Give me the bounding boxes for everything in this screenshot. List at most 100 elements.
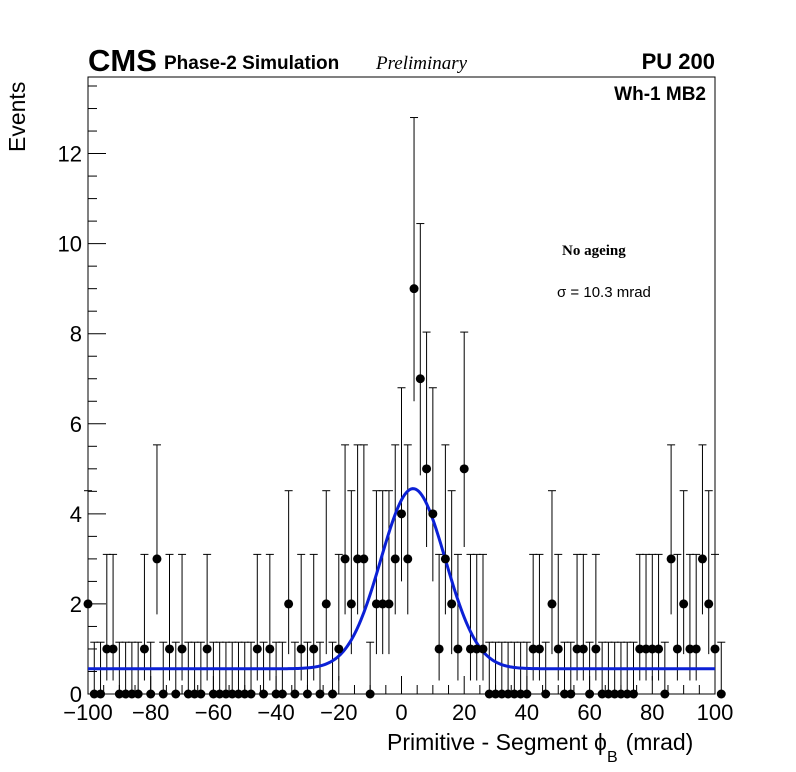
x-axis-label-unit: (mrad) [626,729,694,755]
data-point [610,689,620,699]
data-point [171,689,181,699]
data-point [277,689,287,699]
y-tick-label: 12 [58,142,82,167]
data-point [102,644,112,654]
data-point [635,644,645,654]
data-point [302,689,312,699]
data-point [114,689,124,699]
data-point [578,644,588,654]
data-point [522,689,532,699]
data-point [541,689,551,699]
data-point [240,689,250,699]
data-point [227,689,237,699]
data-point [334,644,344,654]
data-point [616,689,626,699]
data-point [553,644,563,654]
x-tick-label: 0 [395,700,407,725]
data-point [478,644,488,654]
data-point [447,599,457,609]
data-point [202,644,212,654]
data-point [246,689,256,699]
x-tick-label: −80 [132,700,169,725]
data-point [572,644,582,654]
data-point [190,689,200,699]
data-point [152,554,162,564]
data-point [716,689,726,699]
data-point [685,644,695,654]
data-point [365,689,375,699]
x-tick-label: −40 [257,700,294,725]
data-point [146,689,156,699]
data-point [309,644,319,654]
data-point [315,689,325,699]
data-point [697,554,707,564]
data-point [353,554,363,564]
data-point [403,554,413,564]
data-point [196,689,206,699]
data-point [290,689,300,699]
data-point [121,689,131,699]
data-point [641,644,651,654]
data-point [691,644,701,654]
data-point [647,644,657,654]
y-tick-label: 10 [58,232,82,257]
y-tick-label: 0 [70,682,82,707]
data-point [547,599,557,609]
data-point [566,689,576,699]
data-point [359,554,369,564]
fit-curve [88,487,715,671]
data-point [428,509,438,519]
data-point [603,689,613,699]
x-axis-label: Primitive - Segment ϕB (mrad) [387,729,693,766]
x-tick-label: −100 [63,700,113,725]
data-point [384,599,394,609]
data-point [133,689,143,699]
x-tick-label: 40 [515,700,539,725]
data-point [672,644,682,654]
data-point [177,644,187,654]
data-point [465,644,475,654]
data-point [83,599,93,609]
x-axis-label-main: Primitive - Segment ϕ [387,729,607,755]
data-point [108,644,118,654]
data-point [208,689,218,699]
data-point [165,644,175,654]
data-point [679,599,689,609]
data-point [704,599,714,609]
data-point [89,689,99,699]
data-point [710,644,720,654]
x-tick-label: −20 [320,700,357,725]
x-tick-label: 60 [577,700,601,725]
data-point [597,689,607,699]
data-point [346,599,356,609]
x-axis-label-sub: B [607,749,618,766]
data-point [459,464,469,474]
error-bars [84,117,726,694]
data-point [328,689,338,699]
data-point [434,644,444,654]
data-point [215,689,225,699]
data-point [472,644,482,654]
data-point [528,644,538,654]
data-point [378,599,388,609]
y-tick-labels: 0 2 4 6 8 10 12 [58,142,82,707]
data-point [497,689,507,699]
data-point [666,554,676,564]
data-point [340,554,350,564]
data-point [585,689,595,699]
x-tick-label: −60 [195,700,232,725]
x-tick-label: 100 [697,700,734,725]
data-point [591,644,601,654]
data-point [96,689,106,699]
data-point [390,554,400,564]
cms-logo: CMS [88,43,157,78]
x-tick-label: 80 [640,700,664,725]
title-status: Preliminary [375,53,468,74]
data-point [284,599,294,609]
data-point [371,599,381,609]
data-point [271,689,281,699]
data-point [259,689,269,699]
y-tick-label: 2 [70,592,82,617]
data-point [265,644,275,654]
